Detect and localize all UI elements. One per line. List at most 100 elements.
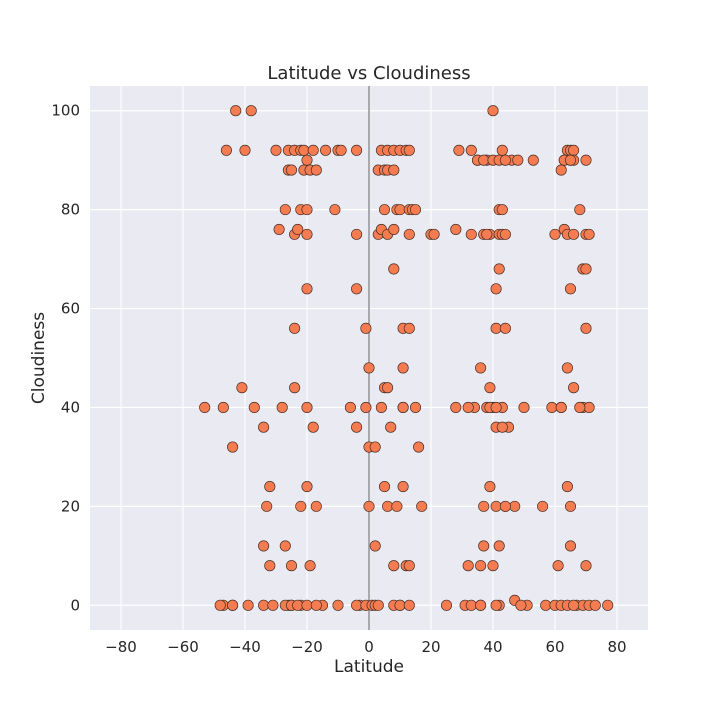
data-point <box>602 599 614 611</box>
data-point <box>301 204 313 216</box>
data-point <box>242 599 254 611</box>
data-point <box>227 599 239 611</box>
data-point <box>580 560 592 572</box>
data-point <box>261 500 273 512</box>
data-point <box>220 144 232 156</box>
data-point <box>292 223 304 235</box>
y-tick-label: 80 <box>61 201 80 219</box>
data-point <box>499 228 511 240</box>
data-point <box>264 481 276 493</box>
data-point <box>493 263 505 275</box>
data-point <box>301 228 313 240</box>
data-point <box>258 599 270 611</box>
data-point <box>403 322 415 334</box>
data-point <box>279 204 291 216</box>
data-point <box>403 228 415 240</box>
data-point <box>279 540 291 552</box>
data-point <box>499 500 511 512</box>
data-point <box>549 228 561 240</box>
data-point <box>360 401 372 414</box>
data-point <box>270 144 282 156</box>
data-point <box>292 599 304 611</box>
data-point <box>583 228 595 240</box>
data-point <box>236 382 248 394</box>
data-point <box>375 401 387 414</box>
data-point <box>351 283 363 295</box>
data-point <box>450 401 462 414</box>
data-point <box>499 322 511 334</box>
data-point <box>227 441 239 453</box>
data-point <box>490 599 502 611</box>
y-tick-label: 0 <box>70 596 80 614</box>
data-point <box>295 500 307 512</box>
data-point <box>264 560 276 572</box>
data-point <box>478 540 490 552</box>
data-point <box>285 560 298 572</box>
y-tick-label: 100 <box>51 102 80 120</box>
data-point <box>217 401 229 414</box>
data-point <box>493 540 505 552</box>
data-point <box>258 540 270 552</box>
data-point <box>301 283 313 295</box>
data-point <box>301 599 313 611</box>
data-point <box>409 401 422 414</box>
data-point <box>329 204 341 216</box>
data-point <box>351 228 363 240</box>
data-point <box>351 144 363 156</box>
data-point <box>453 144 465 156</box>
data-point <box>394 599 406 611</box>
data-point <box>214 599 226 611</box>
data-point <box>568 382 580 394</box>
x-tick-label: 0 <box>364 638 374 656</box>
data-point <box>239 144 251 156</box>
data-point <box>475 362 487 374</box>
y-tick-labels: 0 20 40 60 80 100 <box>51 102 80 615</box>
data-point <box>360 322 372 334</box>
data-point <box>310 164 322 176</box>
data-point <box>509 500 521 512</box>
data-point <box>540 599 552 611</box>
data-point <box>307 144 319 156</box>
data-point <box>391 500 403 512</box>
data-point <box>351 421 363 433</box>
data-point <box>382 500 394 512</box>
data-point <box>568 144 580 156</box>
data-point <box>403 599 415 611</box>
data-point <box>546 401 558 414</box>
data-point <box>230 105 242 117</box>
data-point <box>409 204 422 216</box>
data-point <box>289 382 301 394</box>
data-point <box>564 283 577 295</box>
data-point <box>394 204 406 216</box>
data-point <box>416 500 428 512</box>
data-point <box>450 223 462 235</box>
data-point <box>403 144 415 156</box>
data-point <box>369 441 381 453</box>
data-point <box>385 421 397 433</box>
data-point <box>555 401 567 414</box>
data-point <box>310 500 322 512</box>
data-point <box>484 481 496 493</box>
data-point <box>499 154 511 166</box>
data-point <box>276 401 288 414</box>
data-point <box>487 105 499 117</box>
data-point <box>465 144 477 156</box>
data-point <box>258 421 270 433</box>
data-point <box>515 599 527 611</box>
data-point <box>372 599 384 611</box>
data-point <box>298 144 310 156</box>
data-point <box>484 382 496 394</box>
data-point <box>397 362 409 374</box>
data-point <box>199 401 211 414</box>
data-point <box>304 560 316 572</box>
data-point <box>490 500 502 512</box>
data-point <box>496 144 508 156</box>
data-point <box>369 540 381 552</box>
data-point <box>574 204 586 216</box>
data-points <box>199 105 614 611</box>
data-point <box>388 164 400 176</box>
x-tick-label: −20 <box>291 638 323 656</box>
data-point <box>301 401 313 414</box>
data-point <box>478 500 490 512</box>
data-point <box>462 560 474 572</box>
